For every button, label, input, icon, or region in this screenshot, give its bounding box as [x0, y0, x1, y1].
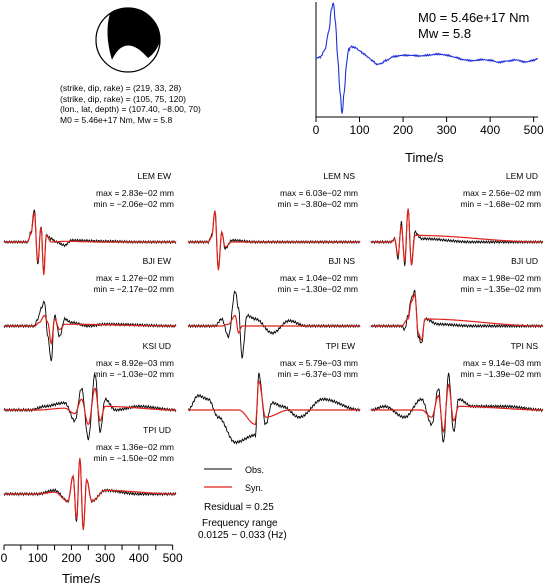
waveform-xtick-label: 400 [129, 551, 149, 565]
panel-station-label: TPI NS [510, 341, 538, 351]
observed-trace [370, 372, 544, 443]
panel-amplitude-stats: max = 9.14e−03 mm min = −1.39e−02 mm [460, 358, 541, 379]
legend-syn-label: Syn. [245, 483, 264, 493]
waveform-panel [3, 373, 177, 441]
panel-max-value: max = 1.27e−02 mm [96, 273, 174, 283]
panel-station-label: TPI UD [143, 425, 171, 435]
legend-swatches [204, 468, 232, 488]
stf-xtick-label: 100 [350, 123, 370, 137]
stf-xtick-label: 400 [480, 123, 500, 137]
panel-station-label: LEM EW [137, 171, 171, 181]
panel-station-label: TPI EW [325, 341, 355, 351]
panel-amplitude-stats: max = 2.56e−02 mm min = −1.68e−02 mm [460, 188, 541, 209]
source-time-function-chart: 0 100 200 300 400 500 [313, 2, 544, 137]
frequency-range-title: Frequency range [202, 518, 278, 529]
panel-min-value: min = −1.68e−02 mm [460, 198, 541, 209]
frequency-range-values: 0.0125 − 0.033 (Hz) [198, 530, 287, 541]
panel-min-value: min = −1.03e−02 mm [93, 368, 174, 379]
stf-xtick-label: 500 [524, 123, 544, 137]
panel-amplitude-stats: max = 1.98e−02 mm min = −1.35e−02 mm [460, 273, 541, 294]
waveform-xtick-label: 500 [163, 551, 183, 565]
panel-station-label: LEM NS [323, 171, 355, 181]
waveform-panel [370, 208, 544, 267]
observed-trace [3, 300, 177, 362]
panel-amplitude-stats: max = 5.79e−03 mm min = −6.37e−03 mm [277, 358, 358, 379]
panel-max-value: max = 1.36e−02 mm [96, 442, 174, 452]
observed-trace [187, 372, 361, 445]
panel-station-label: KSI UD [142, 341, 171, 351]
synthetic-trace [4, 314, 176, 346]
waveform-xtick-label: 100 [28, 551, 48, 565]
waveform-panel [187, 210, 361, 271]
panel-min-value: min = −1.39e−02 mm [460, 368, 541, 379]
observed-trace [3, 373, 177, 441]
synthetic-trace [371, 293, 543, 342]
beachball-compression-quadrant [96, 8, 113, 66]
panel-max-value: max = 2.83e−02 mm [96, 188, 174, 198]
panel-min-value: min = −2.06e−02 mm [93, 198, 174, 209]
panel-amplitude-stats: max = 1.36e−02 mm min = −1.50e−02 mm [93, 442, 174, 463]
waveform-panel [3, 209, 177, 276]
beachball-diagram [95, 7, 161, 73]
panel-amplitude-stats: max = 8.92e−03 mm min = −1.03e−02 mm [93, 358, 174, 379]
panel-amplitude-stats: max = 6.03e−02 mm min = −3.80e−02 mm [277, 188, 358, 209]
bottom-xlabel: Time/s [62, 571, 101, 586]
panel-amplitude-stats: max = 1.04e−02 mm min = −1.30e−02 mm [277, 273, 358, 294]
synthetic-trace [188, 210, 360, 271]
panel-station-label: BJI NS [328, 256, 355, 266]
waveform-panel [370, 372, 544, 443]
synthetic-trace [371, 383, 543, 434]
panel-min-value: min = −1.50e−02 mm [93, 452, 174, 463]
waveform-panel [3, 300, 177, 362]
panel-max-value: max = 1.04e−02 mm [280, 273, 358, 283]
stf-xtick-label: 300 [437, 123, 457, 137]
synthetic-trace [4, 457, 176, 531]
stf-xtick-label: 200 [393, 123, 413, 137]
focal-line-1: (strike, dip, rake) = (219, 33, 28) [60, 83, 182, 93]
observed-trace [370, 289, 544, 344]
waveform-panel [3, 457, 177, 531]
panel-station-label: BJI EW [142, 256, 171, 266]
panel-min-value: min = −2.17e−02 mm [93, 283, 174, 294]
focal-info: (strike, dip, rake) = (219, 33, 28) (str… [60, 83, 201, 125]
waveform-xtick-label: 200 [61, 551, 81, 565]
focal-line-2: (strike, dip, rake) = (105, 75, 120) [60, 93, 186, 104]
panel-min-value: min = −1.30e−02 mm [277, 283, 358, 294]
stf-xtick-label: 0 [313, 123, 320, 137]
stf-m0-label: M0 = 5.46e+17 Nm [418, 10, 530, 25]
waveform-panel [187, 372, 361, 445]
panel-max-value: max = 5.79e−03 mm [280, 358, 358, 368]
panel-max-value: max = 9.14e−03 mm [463, 358, 541, 368]
panel-max-value: max = 1.98e−02 mm [463, 273, 541, 283]
waveform-panel [187, 290, 361, 360]
synthetic-trace [4, 212, 176, 276]
panel-amplitude-stats: max = 2.83e−02 mm min = −2.06e−02 mm [93, 188, 174, 209]
synthetic-trace [371, 208, 543, 266]
synthetic-trace [4, 387, 176, 426]
waveform-panel [370, 289, 544, 344]
stf-mw-label: Mw = 5.8 [418, 26, 472, 41]
panel-station-label: LEM UD [505, 171, 538, 181]
panel-station-label: BJI UD [511, 256, 538, 266]
panel-min-value: min = −3.80e−02 mm [277, 198, 358, 209]
focal-line-4: M0 = 5.46e+17 Nm, Mw = 5.8 [60, 114, 173, 125]
focal-line-3: (lon., lat, depth) = (107.40, −8.00, 70) [60, 104, 201, 114]
panel-amplitude-stats: max = 1.27e−02 mm min = −2.17e−02 mm [93, 273, 174, 294]
synthetic-trace [188, 379, 360, 426]
panel-max-value: max = 8.92e−03 mm [96, 358, 174, 368]
synthetic-trace [188, 314, 360, 335]
waveform-xtick-label: 0 [1, 551, 8, 565]
waveform-xtick-label: 300 [95, 551, 115, 565]
stf-xlabel: Time/s [405, 150, 444, 165]
panel-max-value: max = 6.03e−02 mm [280, 188, 358, 198]
stf-series-line [315, 2, 539, 114]
residual-text: Residual = 0.25 [204, 502, 274, 513]
panel-min-value: min = −6.37e−03 mm [277, 368, 358, 379]
legend-obs-label: Obs. [245, 465, 265, 475]
panel-max-value: max = 2.56e−02 mm [463, 188, 541, 198]
panel-min-value: min = −1.35e−02 mm [460, 283, 541, 294]
